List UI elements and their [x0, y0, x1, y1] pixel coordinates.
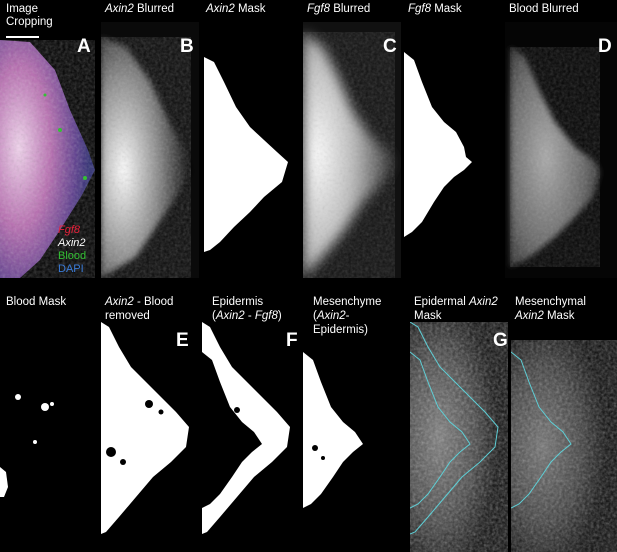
epidermis-title-line2: (Axin2 - Fgf8) — [212, 310, 282, 322]
mesenchymal-axin2-mask-title-line2: Axin2 Mask — [515, 310, 575, 322]
blood-blurred-title: Blood Blurred — [509, 3, 579, 15]
panel-mesenchymal-axin2-mask — [511, 340, 617, 552]
epidermal-axin2-mask-image — [410, 322, 508, 552]
panel-blood-blurred — [505, 22, 617, 278]
panel-fgf8-mask — [404, 22, 502, 278]
panel-mesenchyme — [303, 340, 401, 552]
epidermis-title-line1: Epidermis — [212, 296, 264, 308]
panel-a-title-line2: Cropping — [6, 16, 53, 28]
panel-fgf8-blurred — [303, 22, 401, 278]
panel-a-title-line1: Image — [6, 3, 38, 15]
fgf8-mask-image — [404, 52, 472, 237]
legend-blood: Blood — [58, 250, 87, 262]
epidermal-axin2-mask-title-line2: Mask — [414, 310, 442, 322]
channel-legend: Fgf8 Axin2 Blood DAPI — [6, 224, 86, 276]
panel-blood-mask — [0, 292, 98, 552]
blood-mask-title: Blood Mask — [6, 296, 67, 308]
panel-axin2-mask — [202, 22, 300, 278]
panel-letter-b: B — [180, 36, 194, 57]
fgf8-blurred-image — [303, 32, 395, 278]
panel-letter-g: G — [493, 330, 508, 351]
axin2-blurred-image — [101, 37, 191, 278]
scale-bar — [6, 36, 39, 38]
panel-letter-c: C — [383, 36, 397, 57]
axin2-blood-removed-title-line1: Axin2 - Blood — [105, 296, 174, 308]
panel-axin2-blood-removed — [101, 322, 199, 552]
legend-fgf8: Fgf8 — [58, 224, 81, 236]
epidermal-axin2-mask-title-line1: Epidermal Axin2 — [414, 296, 498, 308]
mesenchyme-image — [303, 352, 363, 508]
panel-letter-f: F — [286, 330, 298, 351]
mesenchyme-title-line3: Epidermis) — [313, 324, 368, 336]
fgf8-blurred-title: Fgf8 Blurred — [307, 3, 371, 15]
panel-a-image-cropping: Image Cropping A Fgf8 Axin2 Blood DAPI — [0, 0, 98, 278]
axin2-blood-removed-image — [101, 322, 189, 534]
legend-axin2: Axin2 — [58, 237, 86, 249]
axin2-mask-image — [204, 57, 288, 252]
mesenchyme-title-line2: (Axin2- — [313, 310, 350, 322]
blood-mask-image — [0, 394, 54, 497]
panel-axin2-blurred — [101, 22, 199, 278]
fgf8-mask-title: Fgf8 Mask — [408, 3, 462, 15]
mesenchymal-axin2-mask-image — [511, 340, 617, 552]
mesenchyme-title-line1: Mesenchyme — [313, 296, 382, 308]
panel-epidermis — [202, 322, 300, 552]
axin2-blood-removed-title-line2: removed — [105, 310, 150, 322]
legend-dapi: DAPI — [58, 263, 84, 275]
epidermis-image — [202, 322, 290, 534]
blood-blurred-image — [510, 47, 600, 267]
axin2-blurred-title: Axin2 Blurred — [105, 3, 175, 15]
axin2-mask-title: Axin2 Mask — [206, 3, 266, 15]
panel-epidermal-axin2-mask — [410, 322, 508, 552]
panel-letter-a: A — [77, 36, 91, 57]
mesenchymal-axin2-mask-title-line1: Mesenchymal — [515, 296, 586, 308]
panel-a-image — [0, 40, 95, 278]
panel-letter-e: E — [176, 330, 189, 351]
panel-letter-d: D — [598, 36, 612, 57]
